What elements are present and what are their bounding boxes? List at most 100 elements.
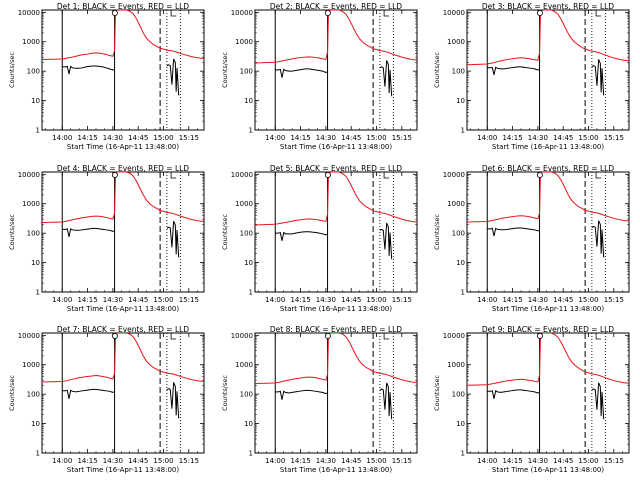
y-axis-label: Counts/sec [433, 52, 441, 88]
y-tick-label: 10 [456, 97, 465, 105]
plot-area [42, 10, 204, 130]
y-tick-label: 100 [452, 230, 465, 238]
x-tick-label: 14:00 [265, 296, 285, 304]
x-tick-label: 14:15 [290, 134, 310, 142]
panel-title: Det 3: BLACK = Events, RED = LLD [482, 2, 614, 11]
plot-frame [466, 332, 630, 454]
y-tick-label: 1000 [447, 361, 465, 369]
x-tick-label: 14:45 [553, 457, 573, 465]
panel-title: Det 5: BLACK = Events, RED = LLD [270, 164, 402, 173]
series-line-events [62, 382, 180, 419]
y-axis-label: Counts/sec [221, 214, 229, 250]
y-axis-label: Counts/sec [221, 375, 229, 411]
y-tick-label: 1000 [235, 361, 253, 369]
step-marker [170, 10, 177, 17]
step-marker [595, 333, 602, 340]
plot-frame [41, 9, 205, 131]
x-tick-label: 14:00 [477, 296, 497, 304]
detector-panel: Det 5: BLACK = Events, RED = LLD 1 10 100 10… [221, 164, 418, 313]
y-tick-label: 100 [452, 391, 465, 399]
x-tick-label: 15:00 [366, 296, 386, 304]
x-tick-label: 15:15 [392, 134, 412, 142]
x-tick-label: 14:30 [103, 457, 123, 465]
x-tick-label: 15:15 [179, 296, 199, 304]
x-tick-label: 14:00 [265, 457, 285, 465]
y-tick-label: 1 [36, 289, 40, 297]
y-tick-label: 1000 [447, 200, 465, 208]
y-tick-label: 100 [27, 391, 40, 399]
x-tick-label: 14:30 [316, 457, 336, 465]
x-tick-label: 15:00 [578, 296, 598, 304]
series-line-events [487, 59, 605, 96]
y-axis-label: Counts/sec [433, 375, 441, 411]
y-tick-label: 10 [244, 259, 253, 267]
y-tick-label: 1 [461, 289, 465, 297]
series-line-lld [42, 333, 204, 383]
x-tick-label: 14:15 [77, 457, 97, 465]
x-tick-label: 14:15 [502, 296, 522, 304]
y-tick-label: 10 [456, 420, 465, 428]
x-tick-label: 14:15 [502, 457, 522, 465]
x-axis-label: Start Time (16-Apr-11 13:48:00) [492, 305, 604, 313]
panel-title: Det 8: BLACK = Events, RED = LLD [270, 325, 402, 334]
plot-area [42, 333, 204, 453]
y-tick-label: 100 [240, 68, 253, 76]
x-tick-label: 14:30 [528, 134, 548, 142]
detector-panel: Det 3: BLACK = Events, RED = LLD 1 10 100 10… [433, 2, 630, 151]
detector-panel: Det 7: BLACK = Events, RED = LLD 1 10 100 10… [8, 325, 205, 474]
peak-marker [536, 171, 543, 178]
plot-frame [41, 332, 205, 454]
x-axis-label: Start Time (16-Apr-11 13:48:00) [492, 143, 604, 151]
x-tick-label: 15:15 [604, 457, 624, 465]
y-axis-label: Counts/sec [8, 214, 16, 250]
step-marker [170, 172, 177, 179]
detector-panel: Det 1: BLACK = Events, RED = LLD 1 10 100 10… [8, 2, 205, 151]
series-line-lld [467, 10, 629, 66]
x-tick-label: 15:00 [366, 134, 386, 142]
detector-panel: Det 8: BLACK = Events, RED = LLD 1 10 100 10… [221, 325, 418, 474]
y-tick-label: 1 [249, 289, 253, 297]
x-tick-label: 14:45 [341, 134, 361, 142]
plot-frame [466, 171, 630, 293]
x-tick-label: 14:30 [528, 457, 548, 465]
y-tick-label: 100 [27, 68, 40, 76]
y-tick-label: 10 [31, 259, 40, 267]
x-tick-label: 14:15 [290, 457, 310, 465]
x-tick-label: 15:15 [604, 296, 624, 304]
peak-marker [324, 171, 331, 178]
series-line-events [275, 382, 393, 420]
peak-marker [324, 9, 331, 16]
plot-frame [466, 9, 630, 131]
series-line-events [62, 221, 180, 258]
x-tick-label: 14:00 [52, 296, 72, 304]
peak-marker [111, 9, 118, 16]
plot-area [467, 10, 629, 130]
panel-title: Det 4: BLACK = Events, RED = LLD [57, 164, 189, 173]
x-tick-label: 15:15 [392, 296, 412, 304]
y-tick-label: 10000 [231, 332, 253, 340]
x-tick-label: 14:30 [316, 296, 336, 304]
x-tick-label: 14:00 [477, 457, 497, 465]
series-line-events [275, 60, 393, 97]
x-tick-label: 14:15 [290, 296, 310, 304]
x-tick-label: 15:00 [578, 134, 598, 142]
plot-frame [41, 171, 205, 293]
series-line-events [62, 58, 180, 96]
series-line-lld [42, 172, 204, 224]
x-tick-label: 15:15 [179, 457, 199, 465]
step-marker [170, 333, 177, 340]
x-axis-label: Start Time (16-Apr-11 13:48:00) [67, 143, 179, 151]
x-axis-label: Start Time (16-Apr-11 13:48:00) [280, 466, 392, 474]
y-tick-label: 1 [461, 450, 465, 458]
series-line-lld [255, 333, 417, 385]
x-tick-label: 14:00 [477, 134, 497, 142]
y-tick-label: 1 [36, 450, 40, 458]
step-marker [383, 172, 390, 179]
y-tick-label: 10000 [18, 171, 40, 179]
y-tick-label: 10000 [18, 332, 40, 340]
plot-area [255, 172, 417, 292]
peak-marker [111, 171, 118, 178]
y-tick-label: 100 [240, 391, 253, 399]
step-marker [383, 10, 390, 17]
